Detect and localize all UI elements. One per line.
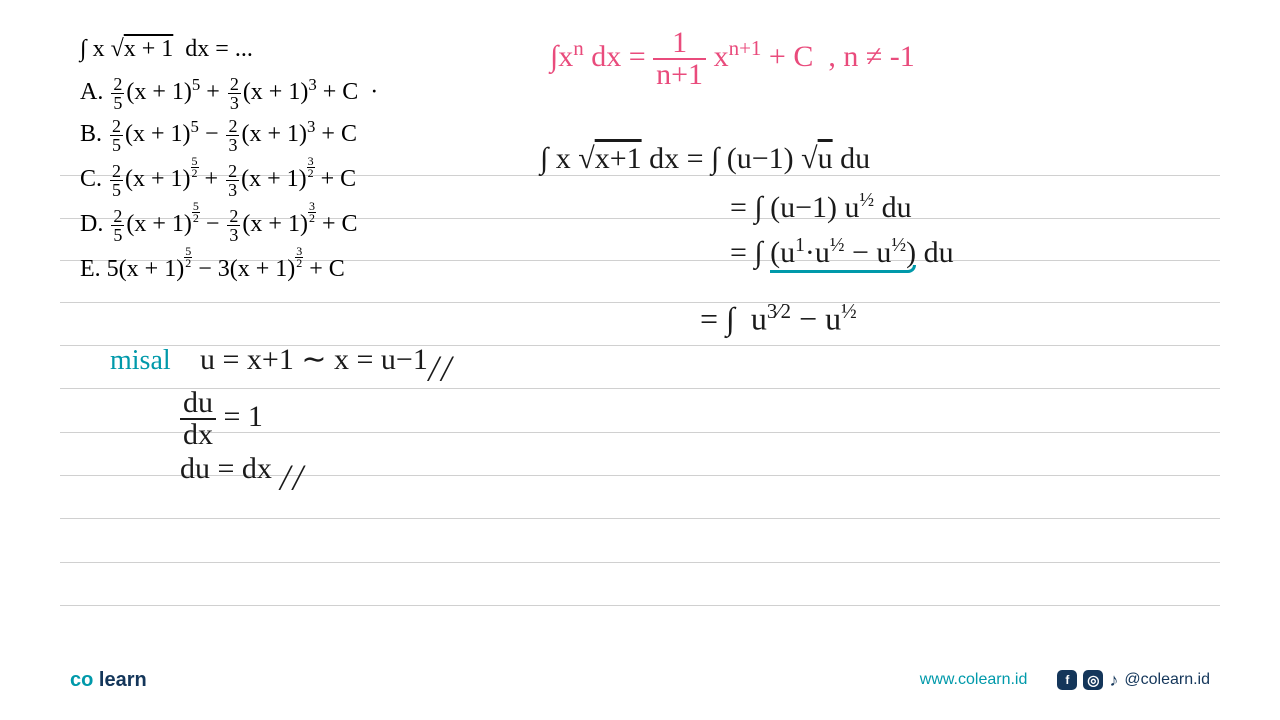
option-d: D. 25(x + 1)52 − 23(x + 1)32 + C bbox=[80, 201, 1200, 244]
substitution-line-2: du = dx ╱╱ bbox=[180, 452, 305, 491]
brand-logo: co learn bbox=[70, 669, 147, 692]
work-line-1: = ∫ (u−1) u½ du bbox=[730, 190, 912, 225]
footer-url: www.colearn.id bbox=[920, 671, 1028, 689]
option-e: E. 5(x + 1)52 − 3(x + 1)32 + C bbox=[80, 246, 1200, 288]
social-handle: @colearn.id bbox=[1124, 671, 1210, 689]
substitution-line-1: dudx = 1 bbox=[180, 388, 263, 450]
footer: co learn www.colearn.id f ◎ ♪ @colearn.i… bbox=[0, 660, 1280, 700]
work-line-0: ∫ x √x+1 dx = ∫ (u−1) √u du bbox=[540, 142, 870, 176]
facebook-icon: f bbox=[1057, 670, 1077, 690]
power-rule-formula: ∫xn dx = 1n+1 xn+1 + C , n ≠ -1 bbox=[550, 28, 915, 90]
options-list: A. 25(x + 1)5 + 23(x + 1)3 + C ·B. 25(x … bbox=[80, 72, 1200, 288]
work-line-2: = ∫ (u1·u½ − u½) du bbox=[730, 235, 954, 270]
work-line-3: = ∫ u3⁄2 − u½ bbox=[700, 300, 857, 338]
tiktok-icon: ♪ bbox=[1109, 670, 1118, 691]
instagram-icon: ◎ bbox=[1083, 670, 1103, 690]
misal-label: misal bbox=[110, 345, 171, 377]
logo-part1: co bbox=[70, 669, 93, 691]
logo-part2: learn bbox=[99, 669, 147, 691]
substitution-line-0: u = x+1 ∼ x = u−1╱╱ bbox=[200, 342, 453, 382]
footer-social: f ◎ ♪ @colearn.id bbox=[1057, 670, 1210, 691]
